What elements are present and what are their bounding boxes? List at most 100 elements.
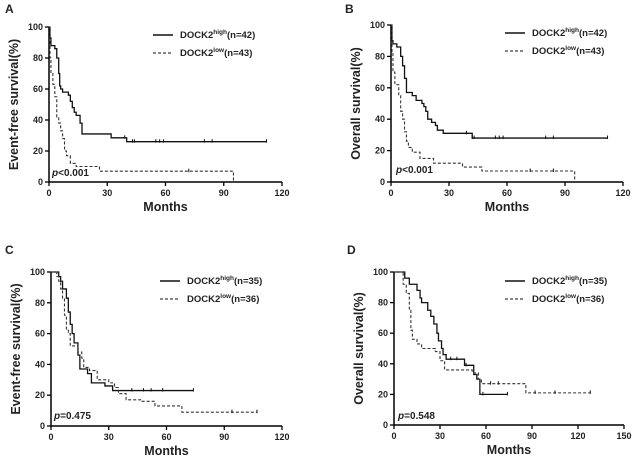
panel-a: A 0 30 60 90 120 0 20 40 60 80 100 Months Event-free … [5, 2, 290, 214]
legend-entry-high: DOCK2high(n=35) [532, 275, 607, 287]
p-value-text: <0.001 [402, 165, 433, 176]
legend-name: DOCK2 [187, 294, 220, 305]
legend-entry-low: DOCK2low(n=36) [532, 293, 604, 305]
y-tick-label: 0 [40, 421, 45, 431]
legend-entry-high: DOCK2high(n=42) [532, 27, 607, 39]
y-axis-title: Overall survival(%) [352, 292, 366, 405]
y-tick-label: 20 [378, 389, 388, 399]
p-value-symbol: p [53, 411, 60, 422]
legend-entry-low: DOCK2low(n=43) [180, 47, 252, 59]
y-tick-label: 80 [375, 51, 385, 61]
y-tick-label: 100 [370, 20, 385, 30]
y-tick-label: 0 [383, 420, 388, 430]
panel-b: B 0 30 60 90 120 0 20 40 60 80 100 Months Overall sur… [345, 2, 631, 214]
y-tick-label: 0 [380, 177, 385, 187]
legend-superscript: low [220, 293, 232, 300]
x-tick-label: 120 [274, 188, 289, 198]
y-tick-label: 80 [35, 298, 45, 308]
x-tick-label: 30 [102, 188, 112, 198]
legend-superscript: high [565, 275, 579, 282]
x-tick-label: 0 [388, 188, 393, 198]
y-tick-label: 40 [378, 359, 388, 369]
panel-label: C [5, 243, 14, 257]
legend-superscript: low [565, 293, 577, 300]
panel-label: D [347, 243, 356, 257]
p-value-text: =0.475 [60, 411, 91, 422]
legend-superscript: low [213, 47, 225, 54]
x-tick-label: 90 [560, 188, 570, 198]
x-tick-label: 60 [481, 431, 491, 441]
legend-entry-high: DOCK2high(n=42) [180, 29, 255, 41]
legend-n: (n=35) [234, 276, 262, 287]
x-axis-title: Months [144, 444, 188, 458]
y-axis-title: Overall survival(%) [349, 47, 363, 160]
y-axis-title: Event-free survival(%) [9, 283, 23, 414]
y-tick-label: 80 [33, 53, 43, 63]
x-tick-label: 30 [435, 431, 445, 441]
x-tick-label: 60 [161, 432, 171, 442]
p-value: p<0.001 [51, 168, 89, 179]
x-axis-title: Months [487, 443, 531, 457]
p-value: p=0.548 [397, 411, 435, 422]
x-tick-label: 120 [274, 432, 289, 442]
x-tick-label: 60 [160, 188, 170, 198]
x-tick-label: 0 [46, 188, 51, 198]
y-tick-label: 20 [375, 146, 385, 156]
legend-entry-low: DOCK2low(n=36) [187, 293, 259, 305]
x-tick-label: 0 [48, 432, 53, 442]
y-tick-label: 60 [35, 329, 45, 339]
y-tick-label: 100 [373, 267, 388, 277]
legend-name: DOCK2 [187, 276, 220, 287]
legend-superscript: high [220, 275, 234, 282]
survival-curve-high [394, 271, 508, 396]
legend-n: (n=42) [579, 28, 607, 39]
legend-n: (n=36) [576, 294, 604, 305]
legend-n: (n=36) [231, 294, 259, 305]
y-tick-label: 60 [378, 328, 388, 338]
x-tick-label: 30 [104, 432, 114, 442]
legend-n: (n=43) [224, 48, 252, 59]
x-tick-label: 60 [502, 188, 512, 198]
p-value-symbol: p [395, 165, 402, 176]
x-tick-label: 150 [616, 431, 631, 441]
x-tick-label: 90 [527, 431, 537, 441]
y-tick-label: 0 [38, 177, 43, 187]
x-axis-title: Months [485, 200, 529, 214]
legend-n: (n=35) [579, 276, 607, 287]
p-value-symbol: p [51, 168, 58, 179]
legend-entry-low: DOCK2low(n=43) [532, 45, 604, 57]
legend-superscript: low [565, 45, 577, 52]
panel-c: C 0 30 60 90 120 0 20 40 60 80 100 Months Event-free … [5, 243, 290, 458]
y-axis-title: Event-free survival(%) [7, 39, 21, 170]
y-tick-label: 40 [375, 114, 385, 124]
x-tick-label: 0 [391, 431, 396, 441]
survival-curve-low [51, 271, 257, 413]
panel-label: A [5, 2, 14, 16]
survival-curve-low [49, 26, 235, 182]
legend-name: DOCK2 [532, 28, 565, 39]
y-tick-label: 100 [28, 22, 43, 32]
panel-d: D 0 30 60 90 120 150 0 20 40 60 80 100 Months Overall … [347, 243, 632, 457]
p-value: p=0.475 [53, 411, 91, 422]
y-tick-label: 60 [33, 84, 43, 94]
survival-curve-high [49, 26, 267, 143]
y-tick-label: 100 [30, 267, 45, 277]
legend-n: (n=43) [576, 46, 604, 57]
legend-name: DOCK2 [180, 48, 213, 59]
legend-superscript: high [213, 29, 227, 36]
y-tick-label: 40 [35, 359, 45, 369]
legend-superscript: high [565, 27, 579, 34]
survival-curve-low [391, 24, 576, 182]
x-tick-label: 30 [444, 188, 454, 198]
x-tick-label: 90 [219, 188, 229, 198]
p-value: p<0.001 [395, 165, 433, 176]
y-tick-label: 20 [33, 146, 43, 156]
legend-entry-high: DOCK2high(n=35) [187, 275, 262, 287]
x-tick-label: 90 [219, 432, 229, 442]
survival-curve-high [391, 24, 608, 139]
p-value-text: <0.001 [58, 168, 89, 179]
x-tick-label: 120 [570, 431, 585, 441]
y-tick-label: 80 [378, 298, 388, 308]
x-tick-label: 120 [615, 188, 630, 198]
legend-name: DOCK2 [532, 294, 565, 305]
